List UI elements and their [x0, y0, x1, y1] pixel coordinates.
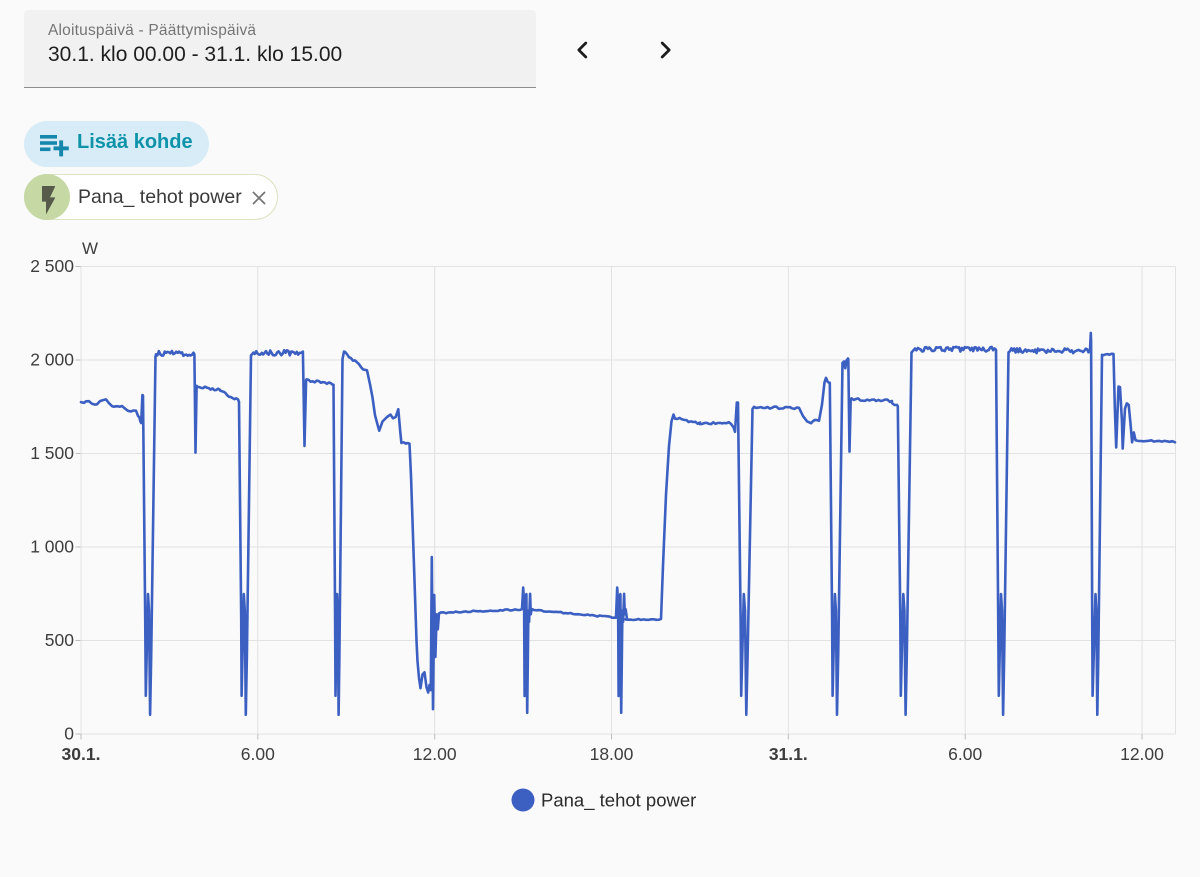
- svg-text:1 500: 1 500: [30, 443, 74, 463]
- svg-text:18.00: 18.00: [590, 744, 634, 764]
- svg-text:500: 500: [45, 630, 74, 650]
- svg-text:Pana_ tehot power: Pana_ tehot power: [541, 790, 696, 812]
- svg-text:0: 0: [64, 724, 74, 744]
- svg-text:30.1.: 30.1.: [62, 744, 101, 764]
- svg-text:2 000: 2 000: [30, 350, 74, 370]
- svg-text:12.00: 12.00: [413, 744, 457, 764]
- svg-text:W: W: [82, 239, 98, 258]
- svg-text:6.00: 6.00: [948, 744, 982, 764]
- svg-text:31.1.: 31.1.: [769, 744, 808, 764]
- svg-text:12.00: 12.00: [1120, 744, 1164, 764]
- svg-text:1 000: 1 000: [30, 537, 74, 557]
- svg-text:6.00: 6.00: [241, 744, 275, 764]
- svg-text:2 500: 2 500: [30, 256, 74, 276]
